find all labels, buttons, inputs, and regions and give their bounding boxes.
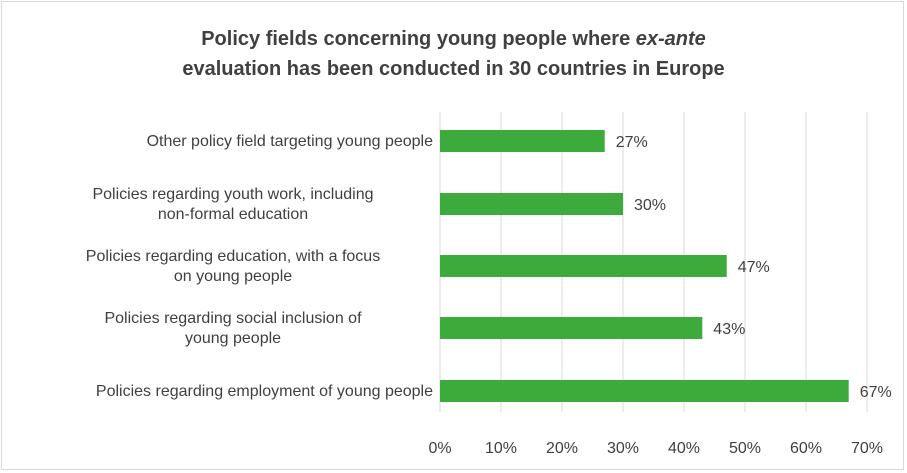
x-tick-label: 40%: [668, 440, 700, 457]
category-label: Policies regarding youth work, including: [92, 186, 373, 203]
category-label: Policies regarding education, with a foc…: [86, 248, 380, 265]
chart-title: Policy fields concerning young people wh…: [0, 24, 907, 84]
bar: [440, 317, 703, 339]
chart-title-prefix: Policy fields concerning young people wh…: [201, 28, 636, 50]
category-labels: Other policy field targeting young peopl…: [86, 133, 433, 400]
category-label: Policies regarding employment of young p…: [96, 383, 433, 400]
data-label: 30%: [634, 197, 666, 214]
category-label: non-formal education: [158, 206, 308, 223]
bars: [440, 130, 849, 402]
bar: [440, 380, 849, 402]
x-tick-label: 0%: [428, 440, 451, 457]
x-tick-label: 60%: [790, 440, 822, 457]
category-label: young people: [185, 330, 281, 347]
x-axis-ticks: 0% 10% 20% 30% 40% 50% 60% 70%: [428, 440, 883, 457]
x-tick-label: 70%: [851, 440, 883, 457]
x-tick-label: 10%: [485, 440, 517, 457]
x-tick-label: 50%: [729, 440, 761, 457]
x-tick-label: 30%: [607, 440, 639, 457]
chart-title-line-1: Policy fields concerning young people wh…: [0, 24, 907, 54]
bar: [440, 255, 727, 277]
category-label: Other policy field targeting young peopl…: [147, 133, 434, 150]
x-tick-label: 20%: [546, 440, 578, 457]
bar: [440, 130, 605, 152]
chart-title-line-2: evaluation has been conducted in 30 coun…: [182, 58, 725, 80]
data-label: 67%: [860, 384, 892, 401]
data-labels: 27% 30% 47% 43% 67%: [616, 134, 892, 401]
bar: [440, 193, 623, 215]
category-label: Policies regarding social inclusion of: [104, 310, 362, 327]
data-label: 43%: [713, 321, 745, 338]
data-label: 27%: [616, 134, 648, 151]
category-label: on young people: [174, 268, 292, 285]
chart-title-emphasis: ex-ante: [635, 28, 706, 50]
data-label: 47%: [738, 259, 770, 276]
